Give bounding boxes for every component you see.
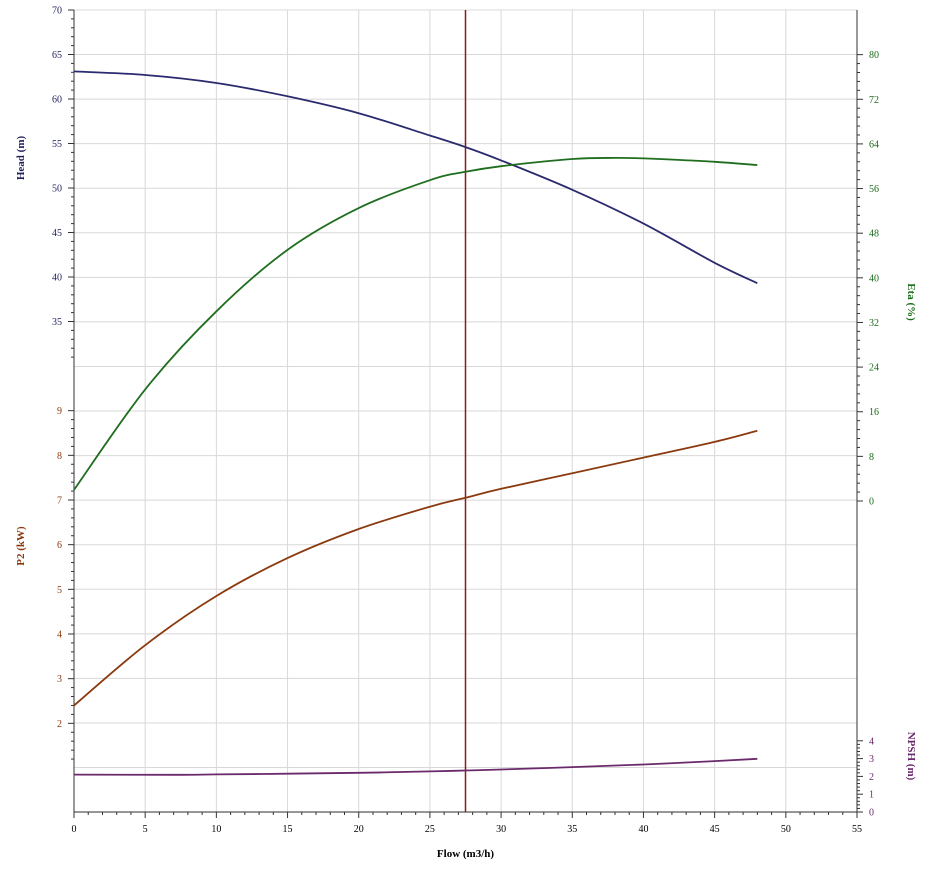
x-tick-label: 40 <box>638 824 648 835</box>
x-tick-label: 30 <box>496 824 506 835</box>
x-tick-label: 15 <box>283 824 293 835</box>
eta-axis-title: Eta (%) <box>905 283 917 321</box>
x-tick-label: 35 <box>567 824 577 835</box>
x-tick-label: 0 <box>72 824 77 835</box>
head-tick-label: 65 <box>52 50 62 61</box>
head-tick-label: 60 <box>52 95 62 106</box>
eta-tick-label: 16 <box>869 407 879 418</box>
eta-tick-label: 0 <box>869 497 874 508</box>
series-lines <box>73 10 758 812</box>
series-line-p2 <box>73 429 758 707</box>
eta-tick-label: 8 <box>869 452 874 463</box>
head-axis-title: Head (m) <box>15 136 27 181</box>
head-tick-label: 55 <box>52 139 62 150</box>
power-tick-label: 9 <box>57 406 62 417</box>
eta-tick-label: 64 <box>869 139 879 150</box>
series-line-eta <box>73 156 758 491</box>
x-axis-title: Flow (m3/h) <box>437 848 494 860</box>
x-tick-label: 20 <box>354 824 364 835</box>
eta-tick-label: 72 <box>869 95 879 106</box>
head-tick-label: 40 <box>52 273 62 284</box>
eta-tick-label: 48 <box>869 229 879 240</box>
head-tick-label: 70 <box>52 6 62 17</box>
x-tick-label: 50 <box>781 824 791 835</box>
power-tick-label: 8 <box>57 451 62 462</box>
power-tick-label: 3 <box>57 674 62 685</box>
npsh-tick-label: 0 <box>869 808 874 819</box>
eta-tick-label: 24 <box>869 363 879 374</box>
x-tick-label: 25 <box>425 824 435 835</box>
power-tick-label: 5 <box>57 585 62 596</box>
x-tick-label: 10 <box>211 824 221 835</box>
tick-labels: 0 5 10 15 20 25 30 35 40 45 50 55354045505560657023… <box>52 6 879 836</box>
x-tick-label: 5 <box>143 824 148 835</box>
head-tick-label: 45 <box>52 228 62 239</box>
npsh-tick-label: 1 <box>869 790 874 801</box>
npsh-tick-label: 4 <box>869 736 874 747</box>
head-tick-label: 35 <box>52 317 62 328</box>
eta-tick-label: 40 <box>869 273 879 284</box>
eta-tick-label: 32 <box>869 318 879 329</box>
head-tick-label: 50 <box>52 184 62 195</box>
power-tick-label: 6 <box>57 540 62 551</box>
power-tick-label: 7 <box>57 496 62 507</box>
power-tick-label: 2 <box>57 719 62 730</box>
series-line-head <box>73 70 758 285</box>
x-tick-label: 55 <box>852 824 862 835</box>
x-tick-label: 45 <box>710 824 720 835</box>
eta-tick-label: 56 <box>869 184 879 195</box>
npsh-tick-label: 2 <box>869 772 874 783</box>
series-line-npsh <box>73 757 758 776</box>
power-tick-label: 4 <box>57 630 62 641</box>
npsh-axis-title: NPSH (m) <box>905 732 917 781</box>
eta-tick-label: 80 <box>869 50 879 61</box>
npsh-tick-label: 3 <box>869 754 874 765</box>
power-axis-title: P2 (kW) <box>15 526 27 566</box>
